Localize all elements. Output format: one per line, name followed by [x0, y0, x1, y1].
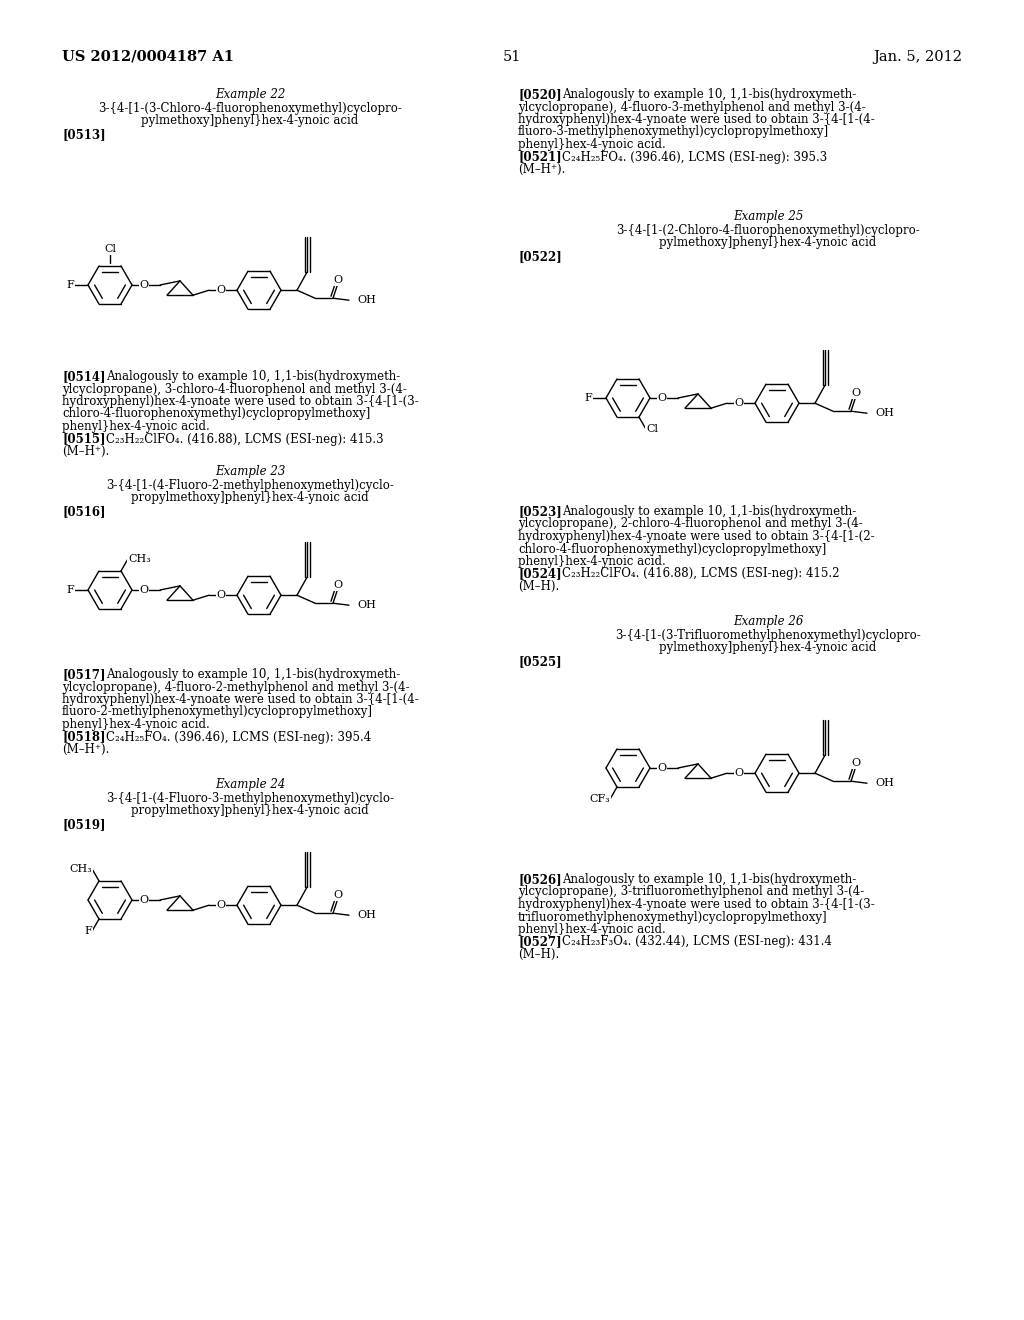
Text: Analogously to example 10, 1,1-bis(hydroxymeth-: Analogously to example 10, 1,1-bis(hydro…	[562, 88, 856, 102]
Text: hydroxyphenyl)hex-4-ynoate were used to obtain 3-{4-[1-(3-: hydroxyphenyl)hex-4-ynoate were used to …	[62, 395, 419, 408]
Text: O: O	[851, 758, 860, 768]
Text: phenyl}hex-4-ynoic acid.: phenyl}hex-4-ynoic acid.	[62, 718, 210, 731]
Text: [0516]: [0516]	[62, 506, 105, 517]
Text: O: O	[334, 275, 343, 285]
Text: Cl: Cl	[104, 244, 116, 253]
Text: Jan. 5, 2012: Jan. 5, 2012	[873, 50, 962, 63]
Text: phenyl}hex-4-ynoic acid.: phenyl}hex-4-ynoic acid.	[518, 139, 666, 150]
Text: [0524]: [0524]	[518, 568, 561, 581]
Text: (M–H).: (M–H).	[518, 579, 559, 593]
Text: [0523]: [0523]	[518, 506, 562, 517]
Text: O: O	[139, 585, 148, 595]
Text: CH₃: CH₃	[70, 863, 92, 874]
Text: (M–H⁺).: (M–H⁺).	[62, 743, 110, 756]
Text: [0526]: [0526]	[518, 873, 561, 886]
Text: O: O	[216, 900, 225, 911]
Text: chloro-4-fluorophenoxymethyl)cyclopropylmethoxy]: chloro-4-fluorophenoxymethyl)cyclopropyl…	[62, 408, 371, 421]
Text: C₂₃H₂₂ClFO₄. (416.88), LCMS (ESI-neg): 415.2: C₂₃H₂₂ClFO₄. (416.88), LCMS (ESI-neg): 4…	[562, 568, 840, 581]
Text: O: O	[139, 895, 148, 906]
Text: O: O	[851, 388, 860, 399]
Text: [0525]: [0525]	[518, 655, 561, 668]
Text: C₂₄H₂₅FO₄. (396.46), LCMS (ESI-neg): 395.3: C₂₄H₂₅FO₄. (396.46), LCMS (ESI-neg): 395…	[562, 150, 827, 164]
Text: F: F	[67, 585, 74, 595]
Text: O: O	[139, 280, 148, 290]
Text: ylcyclopropane), 2-chloro-4-fluorophenol and methyl 3-(4-: ylcyclopropane), 2-chloro-4-fluorophenol…	[518, 517, 863, 531]
Text: [0520]: [0520]	[518, 88, 561, 102]
Text: F: F	[585, 393, 592, 403]
Text: 3-{4-[1-(3-Chloro-4-fluorophenoxymethyl)cyclopro-: 3-{4-[1-(3-Chloro-4-fluorophenoxymethyl)…	[98, 102, 402, 115]
Text: hydroxyphenyl)hex-4-ynoate were used to obtain 3-{4-[1-(2-: hydroxyphenyl)hex-4-ynoate were used to …	[518, 531, 874, 543]
Text: C₂₄H₂₅FO₄. (396.46), LCMS (ESI-neg): 395.4: C₂₄H₂₅FO₄. (396.46), LCMS (ESI-neg): 395…	[106, 730, 372, 743]
Text: propylmethoxy]phenyl}hex-4-ynoic acid: propylmethoxy]phenyl}hex-4-ynoic acid	[131, 804, 369, 817]
Text: O: O	[216, 285, 225, 296]
Text: F: F	[84, 927, 92, 936]
Text: ylcyclopropane), 3-chloro-4-fluorophenol and methyl 3-(4-: ylcyclopropane), 3-chloro-4-fluorophenol…	[62, 383, 407, 396]
Text: hydroxyphenyl)hex-4-ynoate were used to obtain 3-{4-[1-(4-: hydroxyphenyl)hex-4-ynoate were used to …	[518, 114, 874, 125]
Text: 3-{4-[1-(2-Chloro-4-fluorophenoxymethyl)cyclopro-: 3-{4-[1-(2-Chloro-4-fluorophenoxymethyl)…	[616, 224, 920, 238]
Text: 51: 51	[503, 50, 521, 63]
Text: Example 22: Example 22	[215, 88, 286, 102]
Text: CH₃: CH₃	[128, 554, 151, 564]
Text: ylcyclopropane), 3-trifluoromethylphenol and methyl 3-(4-: ylcyclopropane), 3-trifluoromethylphenol…	[518, 886, 864, 899]
Text: 3-{4-[1-(4-Fluoro-2-methylphenoxymethyl)cyclo-: 3-{4-[1-(4-Fluoro-2-methylphenoxymethyl)…	[106, 479, 394, 492]
Text: O: O	[657, 763, 667, 774]
Text: Analogously to example 10, 1,1-bis(hydroxymeth-: Analogously to example 10, 1,1-bis(hydro…	[106, 668, 400, 681]
Text: 3-{4-[1-(3-Trifluoromethylphenoxymethyl)cyclopro-: 3-{4-[1-(3-Trifluoromethylphenoxymethyl)…	[615, 630, 921, 642]
Text: C₂₄H₂₃F₃O₄. (432.44), LCMS (ESI-neg): 431.4: C₂₄H₂₃F₃O₄. (432.44), LCMS (ESI-neg): 43…	[562, 936, 831, 949]
Text: [0513]: [0513]	[62, 128, 105, 141]
Text: pylmethoxy]phenyl}hex-4-ynoic acid: pylmethoxy]phenyl}hex-4-ynoic acid	[141, 114, 358, 127]
Text: O: O	[334, 890, 343, 900]
Text: (M–H⁺).: (M–H⁺).	[62, 445, 110, 458]
Text: OH: OH	[874, 779, 894, 788]
Text: pylmethoxy]phenyl}hex-4-ynoic acid: pylmethoxy]phenyl}hex-4-ynoic acid	[659, 642, 877, 653]
Text: pylmethoxy]phenyl}hex-4-ynoic acid: pylmethoxy]phenyl}hex-4-ynoic acid	[659, 236, 877, 249]
Text: [0521]: [0521]	[518, 150, 561, 164]
Text: Example 26: Example 26	[733, 615, 803, 628]
Text: phenyl}hex-4-ynoic acid.: phenyl}hex-4-ynoic acid.	[518, 923, 666, 936]
Text: Example 24: Example 24	[215, 777, 286, 791]
Text: C₂₃H₂₂ClFO₄. (416.88), LCMS (ESI-neg): 415.3: C₂₃H₂₂ClFO₄. (416.88), LCMS (ESI-neg): 4…	[106, 433, 384, 446]
Text: OH: OH	[357, 601, 376, 610]
Text: hydroxyphenyl)hex-4-ynoate were used to obtain 3-{4-[1-(4-: hydroxyphenyl)hex-4-ynoate were used to …	[62, 693, 419, 706]
Text: OH: OH	[357, 911, 376, 920]
Text: Analogously to example 10, 1,1-bis(hydroxymeth-: Analogously to example 10, 1,1-bis(hydro…	[562, 873, 856, 886]
Text: O: O	[734, 399, 743, 408]
Text: [0517]: [0517]	[62, 668, 105, 681]
Text: 3-{4-[1-(4-Fluoro-3-methylphenoxymethyl)cyclo-: 3-{4-[1-(4-Fluoro-3-methylphenoxymethyl)…	[106, 792, 394, 805]
Text: US 2012/0004187 A1: US 2012/0004187 A1	[62, 50, 234, 63]
Text: Analogously to example 10, 1,1-bis(hydroxymeth-: Analogously to example 10, 1,1-bis(hydro…	[562, 506, 856, 517]
Text: (M–H).: (M–H).	[518, 948, 559, 961]
Text: Example 25: Example 25	[733, 210, 803, 223]
Text: hydroxyphenyl)hex-4-ynoate were used to obtain 3-{4-[1-(3-: hydroxyphenyl)hex-4-ynoate were used to …	[518, 898, 874, 911]
Text: trifluoromethylphenoxymethyl)cyclopropylmethoxy]: trifluoromethylphenoxymethyl)cyclopropyl…	[518, 911, 827, 924]
Text: O: O	[657, 393, 667, 403]
Text: (M–H⁺).: (M–H⁺).	[518, 162, 565, 176]
Text: OH: OH	[357, 296, 376, 305]
Text: phenyl}hex-4-ynoic acid.: phenyl}hex-4-ynoic acid.	[62, 420, 210, 433]
Text: Analogously to example 10, 1,1-bis(hydroxymeth-: Analogously to example 10, 1,1-bis(hydro…	[106, 370, 400, 383]
Text: CF₃: CF₃	[589, 795, 610, 804]
Text: chloro-4-fluorophenoxymethyl)cyclopropylmethoxy]: chloro-4-fluorophenoxymethyl)cyclopropyl…	[518, 543, 826, 556]
Text: O: O	[734, 768, 743, 779]
Text: [0527]: [0527]	[518, 936, 561, 949]
Text: O: O	[334, 581, 343, 590]
Text: [0515]: [0515]	[62, 433, 105, 446]
Text: Example 23: Example 23	[215, 465, 286, 478]
Text: O: O	[216, 590, 225, 601]
Text: ylcyclopropane), 4-fluoro-3-methylphenol and methyl 3-(4-: ylcyclopropane), 4-fluoro-3-methylphenol…	[518, 100, 865, 114]
Text: [0514]: [0514]	[62, 370, 105, 383]
Text: fluoro-2-methylphenoxymethyl)cyclopropylmethoxy]: fluoro-2-methylphenoxymethyl)cyclopropyl…	[62, 705, 373, 718]
Text: [0518]: [0518]	[62, 730, 105, 743]
Text: [0519]: [0519]	[62, 818, 105, 832]
Text: Cl: Cl	[646, 424, 658, 434]
Text: [0522]: [0522]	[518, 249, 562, 263]
Text: phenyl}hex-4-ynoic acid.: phenyl}hex-4-ynoic acid.	[518, 554, 666, 568]
Text: propylmethoxy]phenyl}hex-4-ynoic acid: propylmethoxy]phenyl}hex-4-ynoic acid	[131, 491, 369, 504]
Text: F: F	[67, 280, 74, 290]
Text: fluoro-3-methylphenoxymethyl)cyclopropylmethoxy]: fluoro-3-methylphenoxymethyl)cyclopropyl…	[518, 125, 829, 139]
Text: ylcyclopropane), 4-fluoro-2-methylphenol and methyl 3-(4-: ylcyclopropane), 4-fluoro-2-methylphenol…	[62, 681, 410, 693]
Text: OH: OH	[874, 408, 894, 418]
